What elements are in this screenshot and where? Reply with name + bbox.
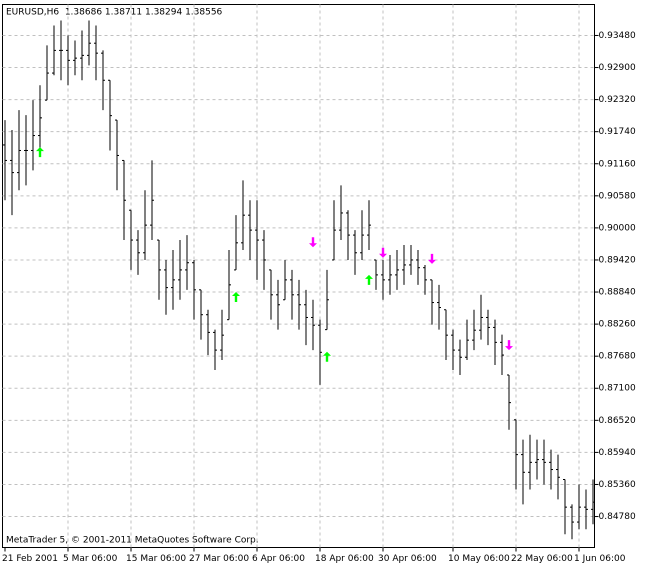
y-tick-label: 0.84780: [599, 512, 636, 522]
up-arrow: [232, 292, 240, 303]
x-tick-label: 22 May 06:00: [511, 554, 573, 564]
y-tick-label: 0.88260: [599, 320, 636, 330]
y-tick-label: 0.91740: [599, 127, 636, 137]
up-arrow: [36, 147, 44, 158]
y-tick-label: 0.85940: [599, 448, 636, 458]
up-arrow: [365, 274, 373, 285]
down-arrow: [505, 340, 513, 351]
down-arrow: [309, 237, 317, 248]
y-tick-label: 0.92900: [599, 63, 636, 73]
x-tick-label: 30 Apr 06:00: [378, 554, 437, 564]
y-tick-label: 0.93480: [599, 31, 636, 41]
y-tick-label: 0.88840: [599, 288, 636, 298]
down-arrow: [379, 247, 387, 258]
plot-frame: [2, 4, 595, 548]
chart-title: EURUSD,H6 1.38686 1.38711 1.38294 1.3855…: [6, 8, 223, 18]
x-tick-label: 15 Mar 06:00: [126, 554, 186, 564]
y-tick-label: 0.89420: [599, 255, 636, 265]
y-tick-label: 0.92320: [599, 95, 636, 105]
x-tick-label: 5 Mar 06:00: [63, 554, 118, 564]
y-tick-label: 0.87680: [599, 352, 636, 362]
footer: MetaTrader 5, © 2001-2011 MetaQuotes Sof…: [6, 536, 259, 546]
up-arrow: [323, 351, 331, 362]
y-tick-label: 0.90000: [599, 223, 636, 233]
down-arrow: [428, 253, 436, 264]
y-tick-label: 0.86520: [599, 416, 636, 426]
x-tick-label: 21 Feb 2001: [2, 554, 58, 564]
y-tick-label: 0.91160: [599, 159, 636, 169]
x-tick-label: 27 Mar 06:00: [189, 554, 249, 564]
x-tick-label: 1 Jun 06:00: [574, 554, 626, 564]
x-tick-label: 10 May 06:00: [448, 554, 510, 564]
y-tick-label: 0.90580: [599, 191, 636, 201]
y-tick-label: 0.87100: [599, 384, 636, 394]
x-tick-label: 18 Apr 06:00: [315, 554, 374, 564]
x-tick-label: 6 Apr 06:00: [252, 554, 305, 564]
y-tick-label: 0.85360: [599, 480, 636, 490]
